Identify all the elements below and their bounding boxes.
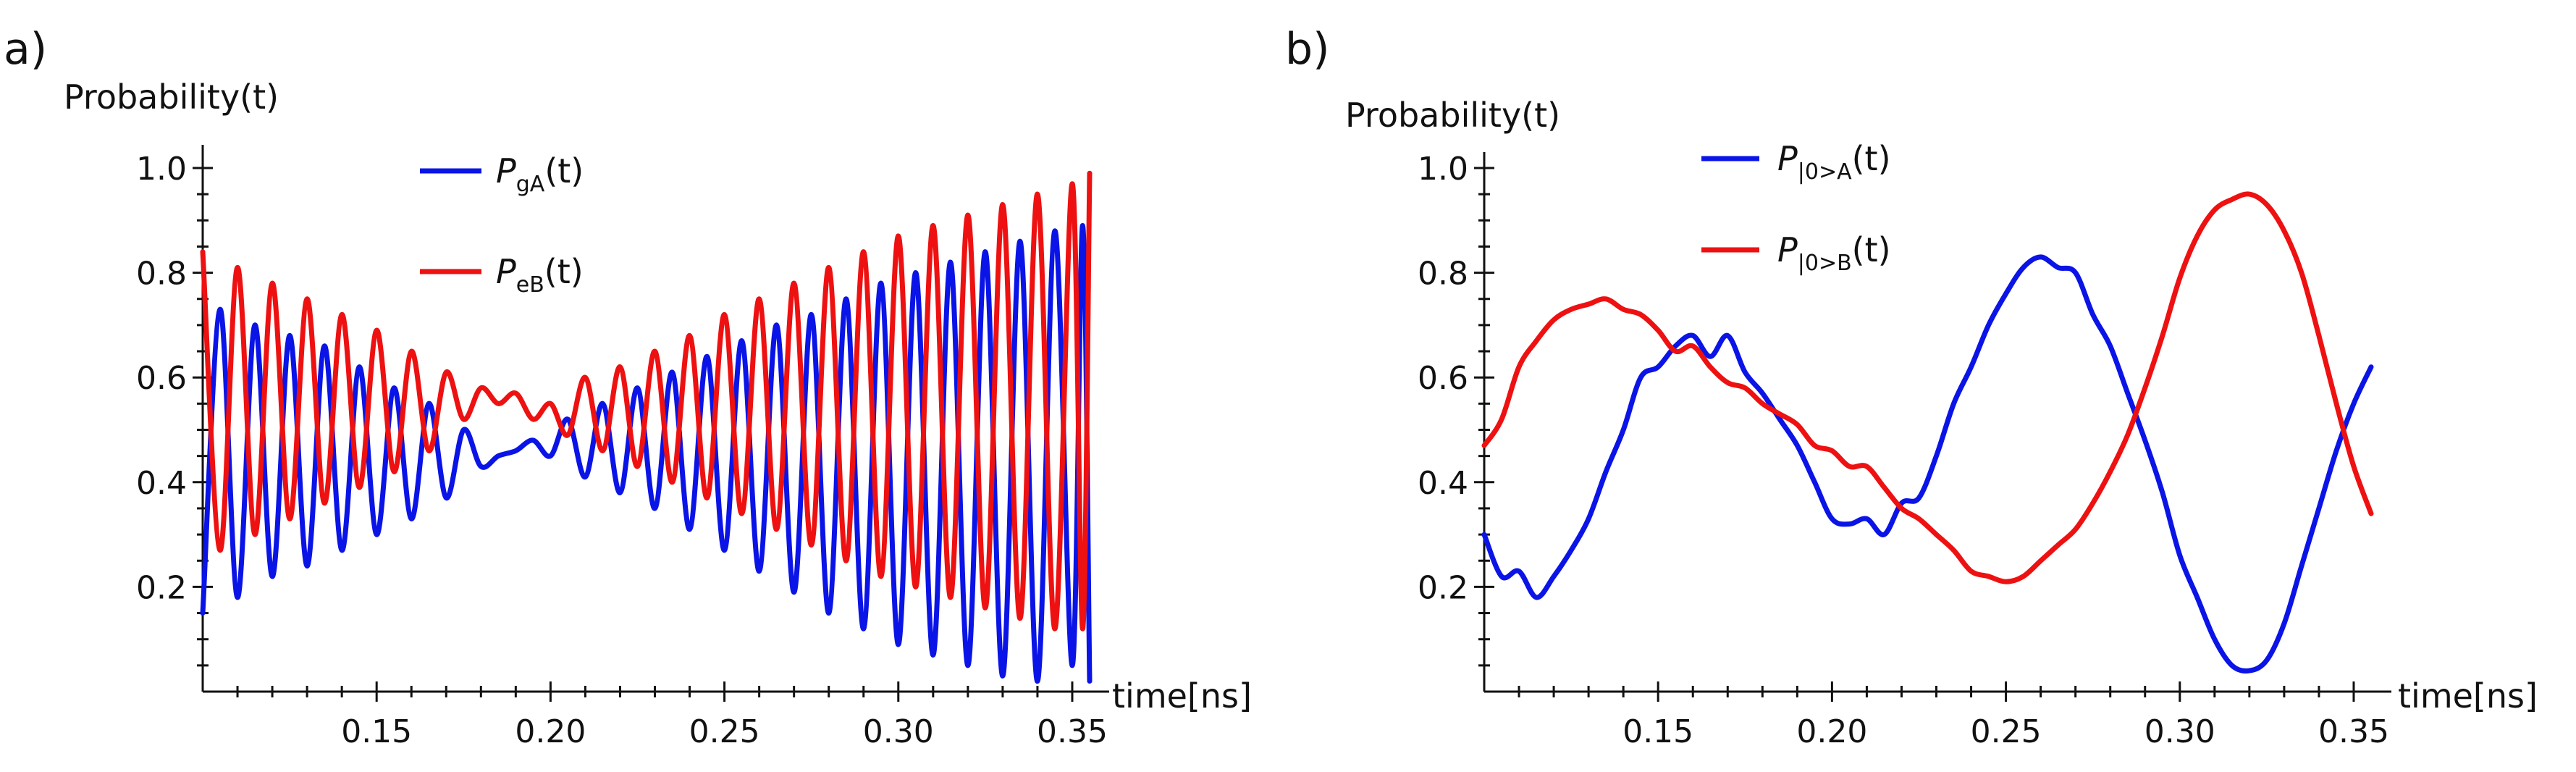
legend-subscript-a-1: eB xyxy=(516,272,544,298)
y-tick-label-a-1: 0.4 xyxy=(136,465,187,502)
y-tick-label-a-2: 0.6 xyxy=(136,360,187,397)
series-group-b xyxy=(1481,191,2374,674)
ticks-b: 0.15 0.20 0.25 0.30 0.35 0.2 0.4 0.6 0.8 1.0 xyxy=(1418,151,2389,750)
y-axis-label-a: Probability(t) xyxy=(64,77,279,117)
y-tick-label-a-3: 0.8 xyxy=(136,256,187,293)
legend-symbol-b-0: P xyxy=(1777,139,1798,178)
panel-label-b: b) xyxy=(1285,24,1330,75)
x-tick-label-a-2: 0.25 xyxy=(689,713,760,750)
legend-subscript-b-1: |0>B xyxy=(1798,251,1852,276)
series-line-b-0 xyxy=(1481,254,2374,674)
x-tick-label-b-1: 0.20 xyxy=(1796,713,1867,750)
legend-label-b-0: P|0>A(t) xyxy=(1777,139,1891,185)
x-tick-label-a-0: 0.15 xyxy=(341,713,412,750)
legend-b: P|0>A(t) P|0>B(t) xyxy=(1701,139,1891,276)
y-tick-label-b-4: 1.0 xyxy=(1418,151,1468,188)
series-line-b-1 xyxy=(1481,191,2374,584)
legend-label-a-0: PgA(t) xyxy=(496,151,584,197)
y-tick-label-b-3: 0.8 xyxy=(1418,256,1468,293)
panel-a: a) Probability(t) time[ns] 0.15 0.20 0.25 0… xyxy=(4,24,1252,750)
legend-symbol-b-1: P xyxy=(1777,230,1798,269)
legend-suffix-b-0: (t) xyxy=(1852,139,1891,178)
legend-symbol-a-1: P xyxy=(496,252,516,291)
legend-suffix-a-1: (t) xyxy=(544,252,584,291)
x-tick-label-b-2: 0.25 xyxy=(1971,713,2042,750)
legend-symbol-a-0: P xyxy=(496,151,516,190)
x-axis-label-a: time[ns] xyxy=(1112,676,1252,716)
x-tick-label-a-4: 0.35 xyxy=(1037,713,1108,750)
y-axis-label-b: Probability(t) xyxy=(1345,96,1560,135)
x-tick-label-b-4: 0.35 xyxy=(2318,713,2389,750)
ticks-a: 0.15 0.20 0.25 0.30 0.35 0.2 0.4 0.6 0.8 1.0 xyxy=(136,151,1108,750)
legend-suffix-b-1: (t) xyxy=(1852,230,1891,269)
legend-a: PgA(t) PeB(t) xyxy=(420,151,584,298)
x-tick-label-a-1: 0.20 xyxy=(515,713,586,750)
y-tick-label-a-4: 1.0 xyxy=(136,151,187,188)
panel-label-a: a) xyxy=(4,24,47,75)
y-tick-label-b-1: 0.4 xyxy=(1418,465,1468,502)
x-tick-label-b-3: 0.30 xyxy=(2144,713,2215,750)
y-tick-label-a-0: 0.2 xyxy=(136,569,187,606)
legend-label-b-1: P|0>B(t) xyxy=(1777,230,1891,276)
legend-suffix-a-0: (t) xyxy=(544,151,584,190)
x-axis-label-b: time[ns] xyxy=(2398,676,2538,716)
panel-b: b) Probability(t) time[ns] 0.15 0.20 0.25 0… xyxy=(1285,24,2538,750)
series-group-a xyxy=(200,170,1093,684)
y-tick-label-b-0: 0.2 xyxy=(1418,569,1468,606)
legend-subscript-a-0: gA xyxy=(516,172,545,197)
series-line-a-1 xyxy=(200,170,1093,632)
legend-subscript-b-0: |0>A xyxy=(1798,159,1852,185)
y-tick-label-b-2: 0.6 xyxy=(1418,360,1468,397)
x-tick-label-a-3: 0.30 xyxy=(863,713,934,750)
x-tick-label-b-0: 0.15 xyxy=(1622,713,1693,750)
legend-label-a-1: PeB(t) xyxy=(496,252,584,298)
